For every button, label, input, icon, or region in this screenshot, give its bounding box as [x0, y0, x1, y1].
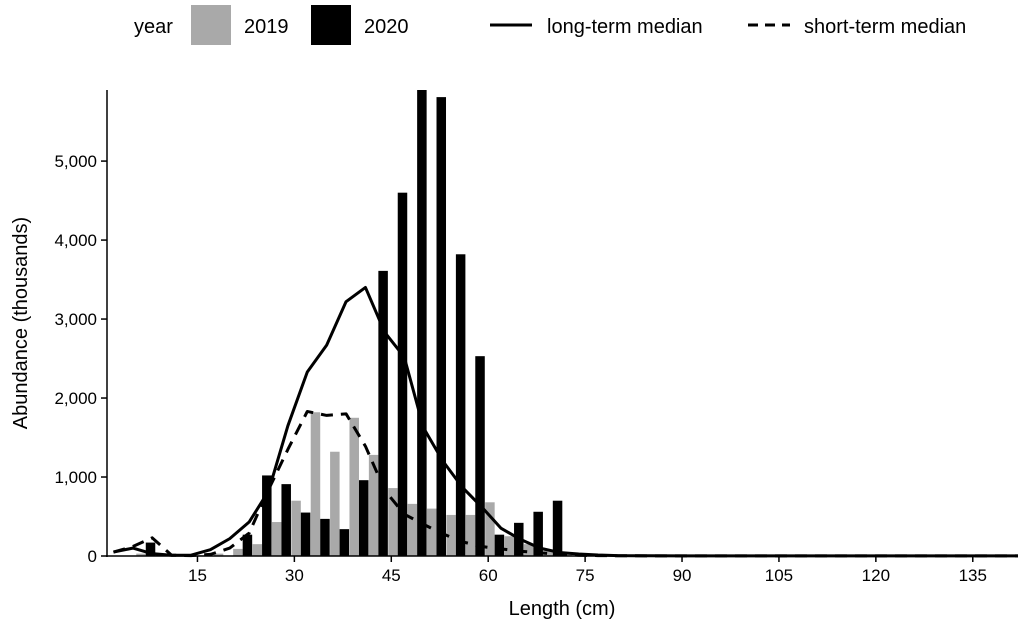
y-tick-label: 4,000 [54, 231, 97, 250]
bar-2020-31 [300, 512, 311, 556]
x-tick-label: 15 [188, 566, 207, 585]
x-tick-label: 120 [862, 566, 890, 585]
y-tick-label: 0 [88, 547, 97, 566]
legend-label-long-term-median: long-term median [547, 16, 703, 38]
bar-2019-70 [543, 549, 553, 556]
bar-2020-67 [533, 511, 543, 556]
legend: year 2019 2020 long-term median short-te… [134, 5, 966, 45]
y-tick-label: 2,000 [54, 389, 97, 408]
bar-2019-19 [213, 553, 224, 556]
bar-2020-43 [378, 270, 388, 556]
bar-2020-49 [417, 90, 427, 556]
bar-2019-55 [446, 514, 456, 556]
legend-label-2020: 2020 [364, 16, 409, 38]
bar-2019-7 [136, 553, 146, 556]
x-tick-label: 30 [285, 566, 304, 585]
x-tick-label: 135 [959, 566, 987, 585]
bar-2019-34 [310, 412, 321, 556]
bar-2019-25 [252, 544, 263, 556]
bar-2020-58 [475, 356, 485, 556]
bar-2019-22 [233, 548, 243, 556]
bar-2020-37 [339, 529, 350, 556]
legend-label-2019: 2019 [244, 16, 289, 38]
bar-2019-67 [523, 544, 534, 556]
bar-2020-34 [320, 518, 330, 556]
bar-2020-70 [552, 500, 563, 556]
y-tick-label: 5,000 [54, 152, 97, 171]
x-tick-label: 75 [576, 566, 595, 585]
bar-2019-43 [368, 454, 379, 556]
x-tick-label: 60 [479, 566, 498, 585]
bar-2020-61 [494, 534, 505, 556]
bar-2020-7 [145, 542, 156, 556]
bar-2019-40 [349, 417, 359, 556]
bar-2020-52 [436, 97, 447, 557]
x-axis-title: Length (cm) [509, 598, 616, 620]
bar-2019-31 [291, 500, 301, 556]
bars [136, 90, 631, 557]
median-lines [113, 285, 1018, 558]
bar-2019-49 [407, 503, 418, 556]
bar-2019-61 [485, 502, 495, 556]
bar-2019-52 [427, 508, 437, 556]
bar-2019-46 [388, 488, 398, 556]
long-term-median-line [113, 285, 1018, 558]
legend-swatch-2020 [311, 5, 351, 45]
short-term-median-line [113, 409, 1018, 558]
y-axis-ticks: 0 1,000 2,000 3,000 4,000 5,000 [54, 152, 107, 566]
bar-2020-22 [242, 534, 253, 556]
x-tick-label: 45 [382, 566, 401, 585]
bar-2020-46 [397, 192, 408, 556]
bar-2019-28 [271, 522, 282, 556]
y-tick-label: 1,000 [54, 468, 97, 487]
x-tick-label: 105 [765, 566, 793, 585]
x-axis-ticks: 15 30 45 60 75 90 105 120 135 [188, 556, 987, 585]
bar-2020-55 [455, 254, 466, 556]
bar-2020-25 [262, 475, 272, 556]
bar-2019-58 [465, 514, 476, 556]
x-tick-label: 90 [673, 566, 692, 585]
legend-label-short-term-median: short-term median [804, 16, 966, 38]
bar-2019-64 [504, 536, 515, 556]
bar-2019-37 [330, 451, 340, 556]
y-tick-label: 3,000 [54, 310, 97, 329]
bar-2020-28 [281, 484, 291, 556]
legend-swatch-2019 [191, 5, 231, 45]
bar-2020-40 [358, 480, 369, 556]
y-axis-title: Abundance (thousands) [10, 217, 32, 429]
legend-fill-title: year [134, 16, 173, 38]
